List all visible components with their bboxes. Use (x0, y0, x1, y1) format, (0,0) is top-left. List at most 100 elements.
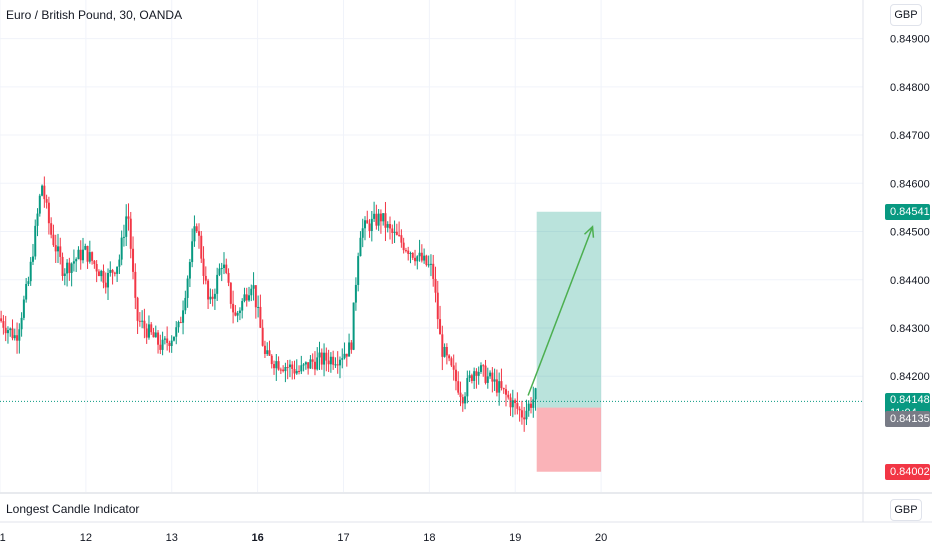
position-bands (536, 211, 602, 472)
candle-body (111, 269, 114, 273)
candle-body (41, 185, 44, 196)
candle-body (354, 284, 357, 303)
candle-body (352, 302, 355, 350)
candle-body (323, 352, 326, 365)
candle-body (238, 310, 241, 314)
candle-body (404, 250, 407, 252)
target-price: 0.84541 (890, 205, 930, 218)
candle-body (445, 346, 448, 356)
candle-body (409, 253, 412, 255)
candle-body (368, 223, 371, 232)
candle-body (97, 271, 100, 277)
candle-body (186, 278, 189, 298)
candle-body (125, 216, 128, 237)
candle-body (343, 353, 346, 359)
candle-body (436, 292, 439, 320)
candle-body (334, 364, 337, 366)
candle-body (486, 376, 489, 383)
candle-body (202, 258, 205, 276)
candle-body (370, 218, 373, 232)
candle-body (227, 272, 230, 283)
candle-body (95, 264, 98, 272)
indicator-currency-button[interactable]: GBP (890, 499, 922, 521)
candle-body (66, 262, 69, 274)
candle-body (470, 375, 473, 381)
candle-body (184, 297, 187, 311)
candle-body (54, 245, 57, 252)
candle-body (197, 231, 200, 236)
candle-body (500, 381, 503, 388)
candle-body (511, 400, 514, 408)
candle-body (25, 283, 28, 300)
candle-body (393, 231, 396, 233)
candle-body (252, 285, 255, 289)
candle-body (532, 399, 535, 408)
stop-price: 0.84002 (890, 465, 930, 478)
candle-body (132, 248, 135, 272)
candle-body (161, 339, 164, 350)
candle-body (61, 256, 64, 276)
y-tick-label: 0.84900 (890, 34, 930, 46)
candle-body (257, 306, 260, 308)
candle-body (318, 352, 321, 358)
candle-body (329, 356, 332, 365)
candle-body (207, 280, 210, 300)
candle-body (107, 273, 110, 288)
candle-body (302, 364, 305, 366)
currency-button[interactable]: GBP (890, 4, 922, 26)
candle-body (232, 303, 235, 313)
candle-body (377, 213, 380, 226)
candle-body (4, 327, 7, 334)
candle-body (452, 365, 455, 370)
x-tick-label: 19 (509, 532, 521, 544)
candle-body (359, 237, 362, 257)
candle-body (236, 313, 239, 316)
candle-body (50, 223, 53, 235)
candle-body (152, 332, 155, 338)
candle-body (43, 185, 46, 200)
candle-body (309, 359, 312, 369)
target-price-tag: 0.84541 (885, 203, 930, 220)
candle-body (250, 288, 253, 296)
candle-body (273, 364, 276, 369)
x-tick-label: 20 (595, 532, 607, 544)
indicator-title: Longest Candle Indicator (6, 502, 140, 516)
candle-body (327, 360, 330, 365)
candle-body (22, 299, 25, 318)
candle-body (407, 250, 410, 254)
candle-body (2, 321, 5, 328)
candle-body (298, 370, 301, 372)
candle-body (534, 388, 537, 400)
candle-body (275, 361, 278, 369)
candle-body (282, 369, 285, 372)
candle-body (466, 378, 469, 397)
candle-body (179, 321, 182, 323)
candle-body (82, 249, 85, 261)
profit-zone (536, 211, 602, 408)
y-tick-label: 0.84300 (890, 323, 930, 335)
candle-body (473, 371, 476, 381)
candle-body (243, 294, 246, 302)
candle-body (195, 226, 198, 232)
candle-body (425, 255, 428, 265)
y-tick-label: 0.84600 (890, 178, 930, 190)
candle-body (279, 369, 282, 371)
candle-body (336, 364, 339, 366)
candle-body (523, 417, 526, 420)
candle-body (36, 213, 39, 226)
grid (0, 0, 863, 492)
candle-body (504, 389, 507, 395)
candle-body (150, 324, 153, 333)
y-tick-label: 0.84500 (890, 227, 930, 239)
y-tick-label: 0.84800 (890, 82, 930, 94)
candle-body (507, 394, 510, 398)
projection-arrow-head (583, 225, 595, 238)
x-tick-label: 18 (423, 532, 435, 544)
candle-body (357, 256, 360, 285)
candle-body (79, 249, 82, 261)
candle-body (268, 350, 271, 356)
candle-body (86, 245, 89, 262)
candle-body (270, 355, 273, 365)
candle-body (320, 352, 323, 365)
